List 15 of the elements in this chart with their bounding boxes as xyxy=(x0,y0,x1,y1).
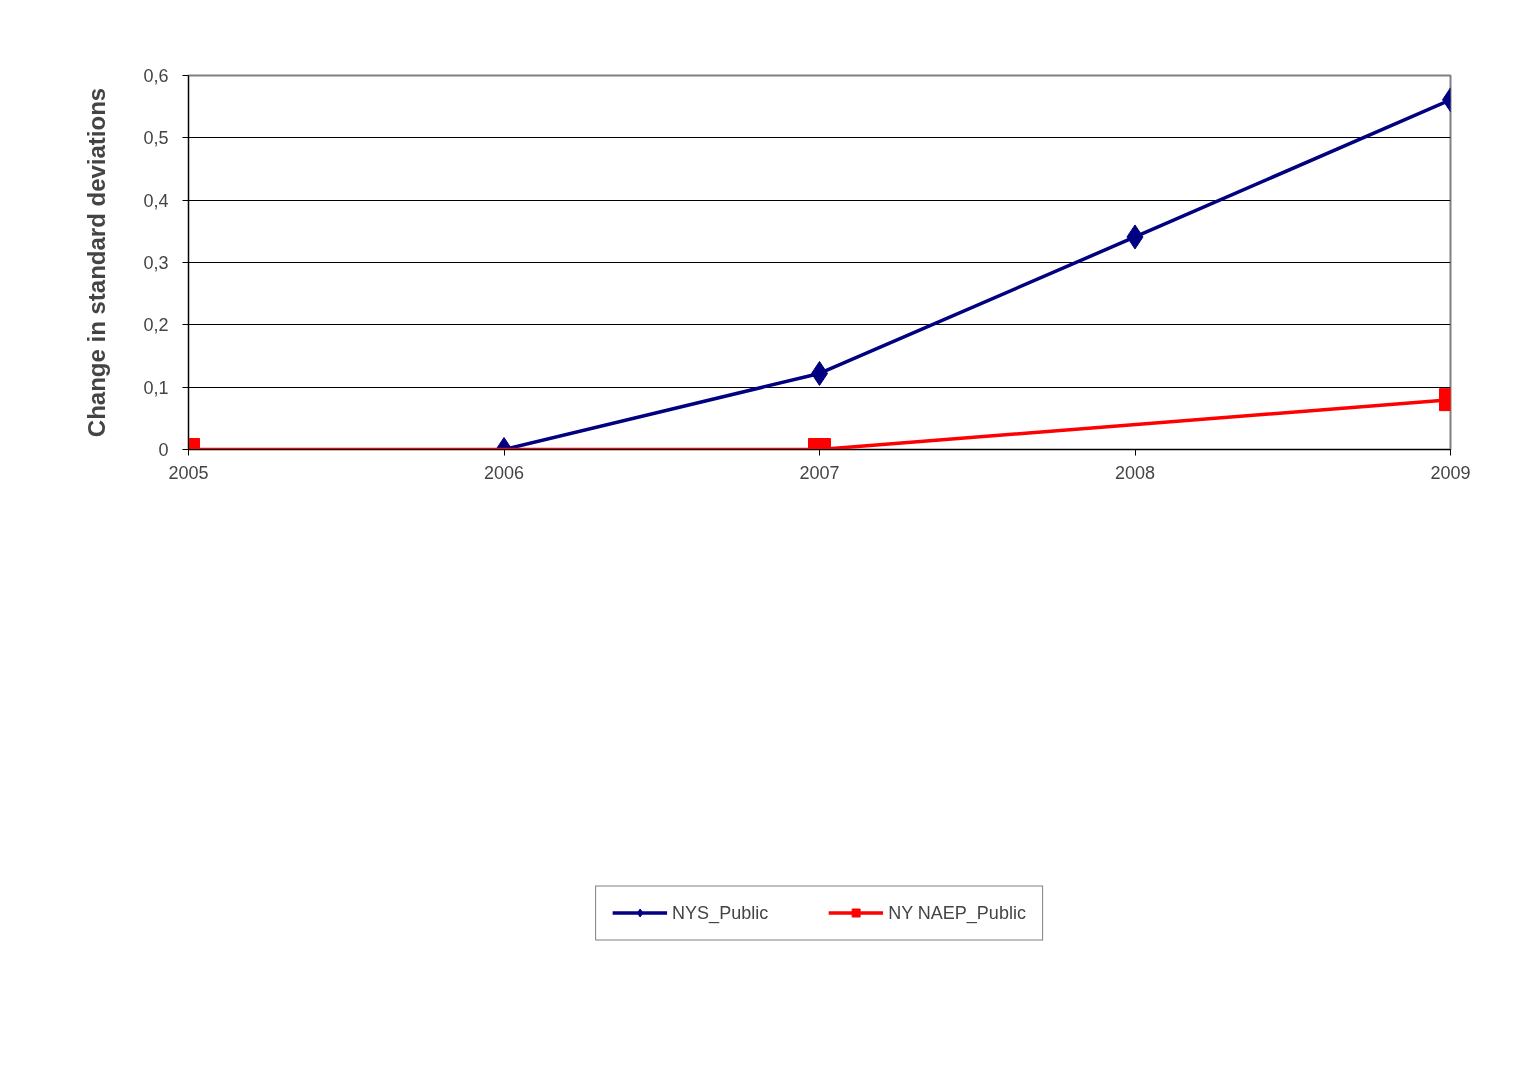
x-tick-label: 2009 xyxy=(1430,462,1471,483)
x-tick-label: 2006 xyxy=(483,462,525,483)
y-tick-label: 0,4 xyxy=(143,190,169,211)
y-tick-label: 0,3 xyxy=(143,253,169,273)
legend-label: NYS_Public xyxy=(672,902,769,924)
y-tick-label: 0 xyxy=(158,440,169,460)
x-tick-label: 2005 xyxy=(168,462,209,483)
y-tick-label: 0,6 xyxy=(143,66,169,86)
y-tick-label: 0,5 xyxy=(143,128,169,149)
y-tick-label: 0,2 xyxy=(143,315,169,336)
y-tick-label: 0,1 xyxy=(143,377,169,398)
legend-label: NY NAEP_Public xyxy=(888,902,1026,924)
y-axis-title: Change in standard deviations xyxy=(83,87,111,438)
x-tick-label: 2008 xyxy=(1114,462,1156,483)
x-tick-label: 2007 xyxy=(799,462,840,483)
